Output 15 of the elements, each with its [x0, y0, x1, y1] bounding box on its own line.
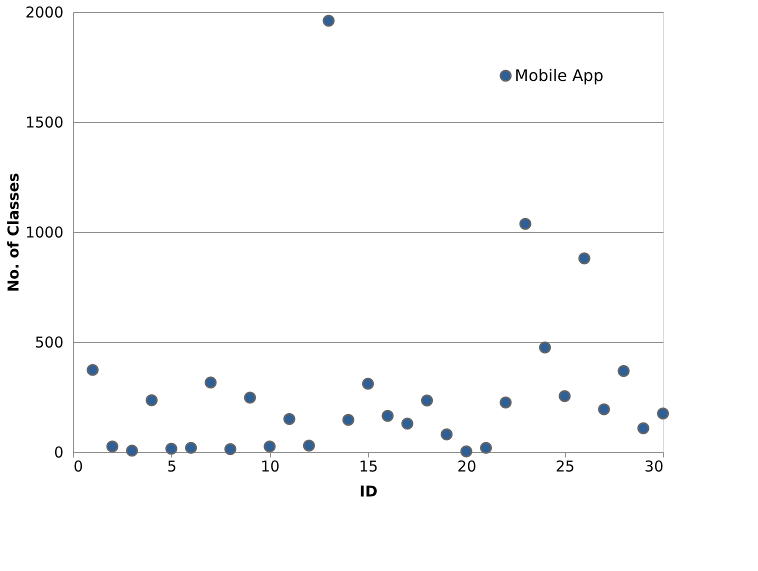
- x-tick-label: 0: [74, 458, 84, 476]
- x-tick-label: 25: [556, 458, 575, 476]
- y-axis-title: No. of Classes: [4, 172, 22, 292]
- y-tick-label: 500: [34, 334, 64, 352]
- x-tick-label: 15: [358, 458, 378, 476]
- annotation: Mobile App: [514, 66, 604, 85]
- x-axis-title: ID: [359, 482, 378, 500]
- y-tick-label: 1000: [25, 224, 64, 242]
- y-tick-label: 2000: [25, 4, 64, 22]
- x-tick-label: 30: [644, 458, 664, 476]
- y-tick-label: 0: [54, 444, 64, 462]
- x-tick-label: 20: [457, 458, 476, 476]
- x-tick-label: 10: [260, 458, 280, 476]
- y-tick-label: 1500: [25, 114, 64, 132]
- x-tick-label: 5: [167, 458, 177, 476]
